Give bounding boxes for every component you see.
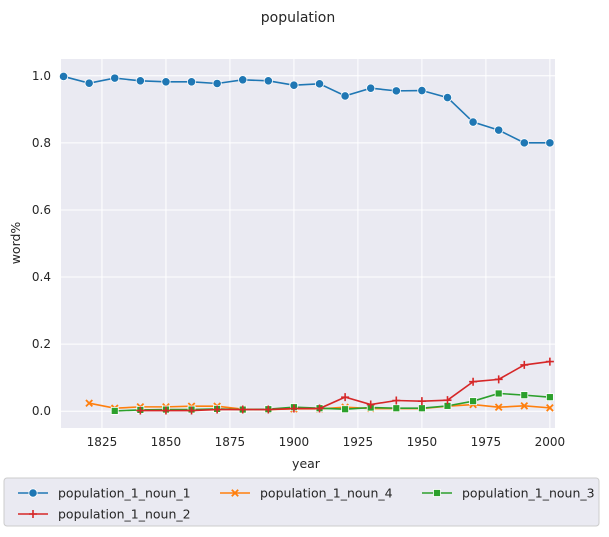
data-point — [264, 405, 273, 414]
y-tick-label: 0.8 — [32, 136, 51, 150]
y-axis-title: word% — [8, 222, 23, 265]
data-point — [85, 399, 93, 408]
data-point — [135, 76, 145, 86]
x-tick-label: 1825 — [87, 435, 118, 449]
data-point — [161, 77, 171, 87]
x-axis-title: year — [292, 456, 321, 471]
legend-label: population_1_noun_3 — [462, 486, 595, 501]
legend-frame — [3, 477, 600, 527]
data-point — [289, 404, 298, 413]
legend-marker — [28, 488, 38, 498]
data-point — [238, 75, 248, 85]
legend-label: population_1_noun_1 — [58, 486, 191, 501]
plot-area — [61, 59, 555, 428]
data-point — [520, 402, 529, 410]
data-point — [494, 375, 503, 384]
data-point — [469, 397, 477, 406]
data-point — [366, 83, 376, 93]
y-tick-label: 1.0 — [32, 69, 51, 83]
data-point — [263, 76, 273, 86]
data-point — [341, 405, 350, 414]
data-point — [546, 404, 554, 412]
data-point — [443, 396, 452, 405]
series-population_1_noun_1 — [58, 71, 555, 148]
series-population_1_noun_2 — [136, 357, 554, 415]
legend-label: population_1_noun_4 — [260, 486, 393, 501]
data-point — [314, 79, 325, 89]
data-point — [341, 393, 350, 402]
legend-marker — [231, 489, 239, 497]
series-line — [114, 392, 550, 412]
data-point — [213, 405, 222, 414]
data-point — [391, 86, 401, 96]
grid — [61, 59, 555, 428]
data-point — [469, 377, 478, 386]
y-tick-label: 0.4 — [32, 270, 51, 284]
x-tick-label: 2000 — [535, 435, 566, 449]
tick-labels: 1825 1850 1875 1900 1925 1950 1975 2000 0.0 0.2 0.… — [32, 69, 565, 449]
data-point — [468, 117, 478, 127]
data-point — [417, 85, 427, 96]
data-point — [520, 391, 529, 400]
data-point — [494, 389, 503, 398]
data-point — [110, 406, 119, 415]
data-point — [187, 406, 196, 415]
data-point — [110, 73, 120, 83]
data-point — [418, 404, 426, 413]
data-point — [58, 71, 69, 82]
x-tick-label: 1875 — [215, 435, 246, 449]
legend-item: population_1_noun_4 — [220, 486, 393, 501]
data-point — [520, 360, 529, 369]
data-point — [494, 125, 504, 135]
data-point — [494, 403, 503, 412]
legend-label: population_1_noun_2 — [58, 507, 191, 522]
data-point — [545, 138, 555, 148]
data-point — [417, 397, 426, 406]
series-layer — [58, 71, 555, 415]
x-tick-label: 1950 — [407, 435, 438, 449]
y-tick-label: 0.0 — [32, 404, 51, 418]
legend-marker — [433, 489, 441, 497]
data-point — [392, 404, 401, 413]
legend-marker — [29, 510, 37, 518]
chart-title: population — [261, 10, 336, 26]
data-point — [315, 404, 324, 413]
x-tick-label: 1850 — [151, 435, 182, 449]
data-point — [545, 357, 554, 366]
legend-item: population_1_noun_1 — [18, 486, 191, 501]
x-tick-label: 1900 — [279, 435, 310, 449]
y-tick-label: 0.6 — [32, 203, 51, 217]
data-point — [238, 405, 247, 414]
data-point — [366, 400, 375, 409]
x-tick-label: 1925 — [343, 435, 374, 449]
data-point — [340, 91, 350, 101]
data-point — [289, 80, 299, 90]
legend: population_1_noun_1 population_1_noun_4 po… — [3, 477, 600, 527]
data-point — [136, 406, 145, 415]
data-point — [545, 393, 554, 402]
data-point — [84, 78, 94, 88]
legend-item: population_1_noun_3 — [422, 486, 595, 501]
legend-item: population_1_noun_2 — [18, 507, 191, 522]
x-tick-label: 1975 — [471, 435, 502, 449]
data-point — [392, 396, 401, 405]
data-point — [212, 78, 222, 89]
data-point — [442, 92, 453, 103]
data-point — [519, 138, 529, 148]
data-point — [186, 77, 197, 87]
data-point — [161, 406, 170, 415]
y-tick-label: 0.2 — [32, 337, 51, 351]
